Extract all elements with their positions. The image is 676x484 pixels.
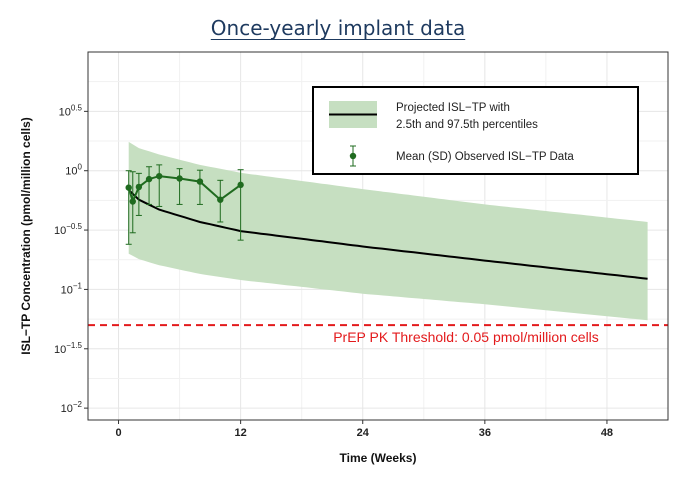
x-axis-label: Time (Weeks) [340,451,417,465]
y-tick-label: 10−2 [61,400,83,415]
y-tick-label: 10−1 [61,281,83,296]
x-tick-label: 36 [479,427,491,439]
y-tick-label: 10−1.5 [54,341,83,356]
observed-point [145,175,153,183]
x-tick-label: 0 [115,427,121,439]
observed-point [129,198,136,205]
threshold-label: PrEP PK Threshold: 0.05 pmol/million cel… [333,329,599,345]
observed-point [135,183,143,191]
x-tick-label: 48 [601,427,613,439]
observed-point [176,175,183,182]
legend-label-projected: Projected ISL−TP with 2.5th and 97.5th pe… [396,102,538,131]
observed-point [237,181,244,189]
percentile-band [128,141,648,321]
legend-point-swatch [349,152,357,160]
axes: 0 12 24 36 48 10−2 10−1.5 10−1 10−0.5 100 100.5 [54,51,669,439]
observed-data-group [125,164,244,245]
threshold-line-group: PrEP PK Threshold: 0.05 pmol/million cel… [88,324,668,345]
observed-point [156,172,163,180]
projected-median-line [127,189,648,280]
y-tick-label: 100 [65,163,82,178]
y-tick-label: 10−0.5 [54,222,83,237]
observed-point [217,196,224,203]
legend-label-observed: Mean (SD) Observed ISL−TP Data [396,151,574,163]
x-tick-label: 24 [357,427,370,439]
observed-point [196,178,204,185]
plot-frame [87,51,669,421]
y-axis-label: ISL−TP Concentration (pmol/million cells… [19,117,33,354]
observed-point [125,184,132,191]
chart-title: Once-yearly implant data [210,16,466,40]
projected-line-group [127,189,648,280]
legend: Projected ISL−TP with 2.5th and 97.5th pe… [312,86,639,175]
x-tick-label: 12 [235,427,247,439]
y-tick-label: 100.5 [59,103,83,118]
percentile-band-area [128,141,648,321]
